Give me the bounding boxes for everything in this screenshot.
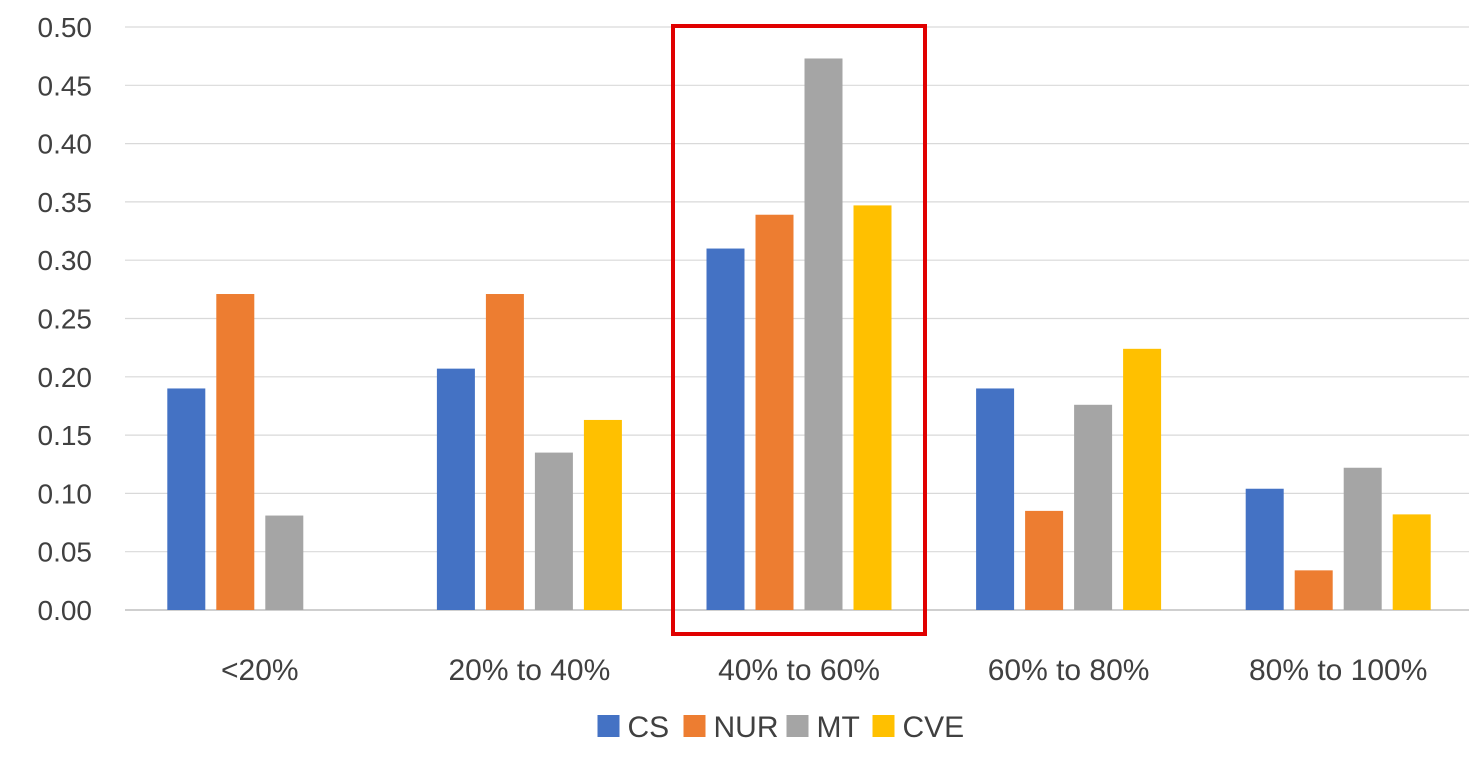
x-tick-label: <20% <box>221 654 299 687</box>
y-tick-label: 0.35 <box>38 187 93 218</box>
gridlines <box>125 26 1469 611</box>
x-tick-label: 20% to 40% <box>449 654 611 687</box>
y-tick-label: 0.40 <box>38 129 93 160</box>
bar-nur-4 <box>1294 570 1333 610</box>
bar-mt-1 <box>534 452 573 610</box>
bars <box>167 58 1431 611</box>
bar-nur-0 <box>216 294 255 610</box>
y-tick-label: 0.05 <box>38 537 93 568</box>
bar-mt-0 <box>265 515 304 610</box>
bar-cs-1 <box>436 368 475 610</box>
bar-cve-3 <box>1123 348 1162 610</box>
y-tick-label: 0.50 <box>38 12 93 43</box>
bar-mt-2 <box>804 58 843 611</box>
highlight-box <box>671 24 927 636</box>
legend: CS NUR MT CVE <box>597 711 965 744</box>
y-tick-label: 0.45 <box>38 70 93 101</box>
bar-cs-4 <box>1245 488 1284 610</box>
bar-nur-2 <box>755 214 794 610</box>
y-tick-label: 0.20 <box>38 362 93 393</box>
legend-label-nur: NUR <box>714 711 779 744</box>
x-tick-label: 40% to 60% <box>718 654 880 687</box>
bar-cs-2 <box>706 248 745 611</box>
x-tick-label: 60% to 80% <box>988 654 1150 687</box>
legend-label-cve: CVE <box>903 711 965 744</box>
highlight-rectangle <box>671 24 927 636</box>
bar-cve-1 <box>583 419 622 610</box>
bar-nur-1 <box>485 294 524 610</box>
bar-mt-4 <box>1343 467 1382 610</box>
legend-label-mt: MT <box>817 711 860 744</box>
x-tick-label: 80% to 100% <box>1249 654 1427 687</box>
legend-swatch-cs <box>597 715 620 737</box>
y-tick-label: 0.00 <box>38 595 93 626</box>
legend-swatch-mt <box>786 715 809 737</box>
y-axis-ticks: 0.00 0.05 0.10 0.15 0.20 0.25 0.30 0.35 0.40 0.45… <box>38 12 93 626</box>
y-tick-label: 0.15 <box>38 420 93 451</box>
bar-mt-3 <box>1074 404 1113 610</box>
bar-cve-2 <box>853 205 892 610</box>
y-tick-label: 0.10 <box>38 478 93 509</box>
legend-swatch-cve <box>872 715 895 737</box>
bar-nur-3 <box>1025 510 1064 610</box>
legend-swatch-nur <box>683 715 706 737</box>
bar-cs-0 <box>167 388 206 610</box>
bar-cs-3 <box>976 388 1015 610</box>
bar-cve-4 <box>1392 514 1431 610</box>
y-tick-label: 0.25 <box>38 304 93 335</box>
x-axis-ticks: <20% 20% to 40% 40% to 60% 60% to 80% 80% to… <box>221 654 1427 687</box>
legend-label-cs: CS <box>628 711 670 744</box>
y-tick-label: 0.30 <box>38 245 93 276</box>
